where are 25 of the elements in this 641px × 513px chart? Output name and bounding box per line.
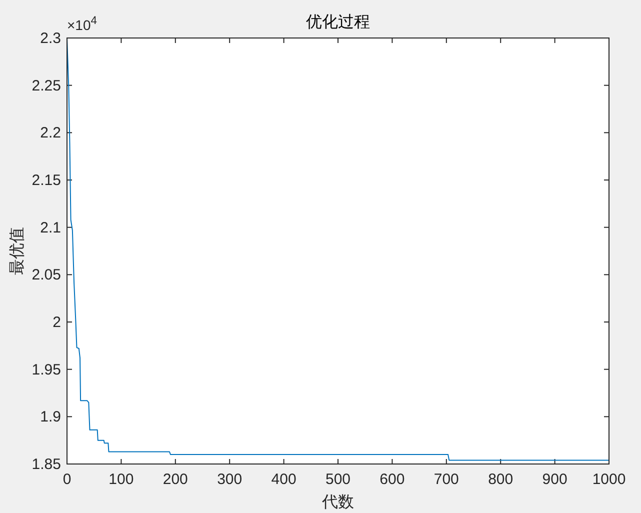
y-tick-label: 2.25 [32,77,61,94]
x-tick-label: 100 [108,471,134,488]
x-tick-label: 400 [271,471,296,488]
text: ×10$^{4}$ [67,15,97,33]
y-tick-label: 1.85 [32,456,61,473]
x-tick-label: 900 [542,471,568,488]
y-tick-label: 2.2 [40,124,61,142]
y-tick-label: 1.95 [32,361,61,378]
chart-title: 优化过程 [306,13,370,31]
x-tick-label: 500 [325,471,351,488]
x-tick-label: 300 [217,471,242,488]
y-tick-label: 2.15 [32,172,61,189]
x-tick-label: 700 [434,471,459,488]
x-tick-label: 600 [380,471,405,488]
y-tick-label: 2.3 [40,30,61,47]
y-tick-label: 2.1 [40,219,61,236]
x-axis-title: 代数 [321,494,354,511]
y-tick-label: 2 [52,314,61,331]
y-tick-label: 2.05 [32,266,61,284]
x-tick-label: 800 [488,471,514,488]
y-tick-label: 1.9 [40,408,61,426]
x-tick-label: 200 [162,471,188,488]
x-tick-label: 1000 [592,471,626,488]
y-axis-title: 最优值 [9,227,26,275]
x-tick-label: 0 [62,471,72,488]
